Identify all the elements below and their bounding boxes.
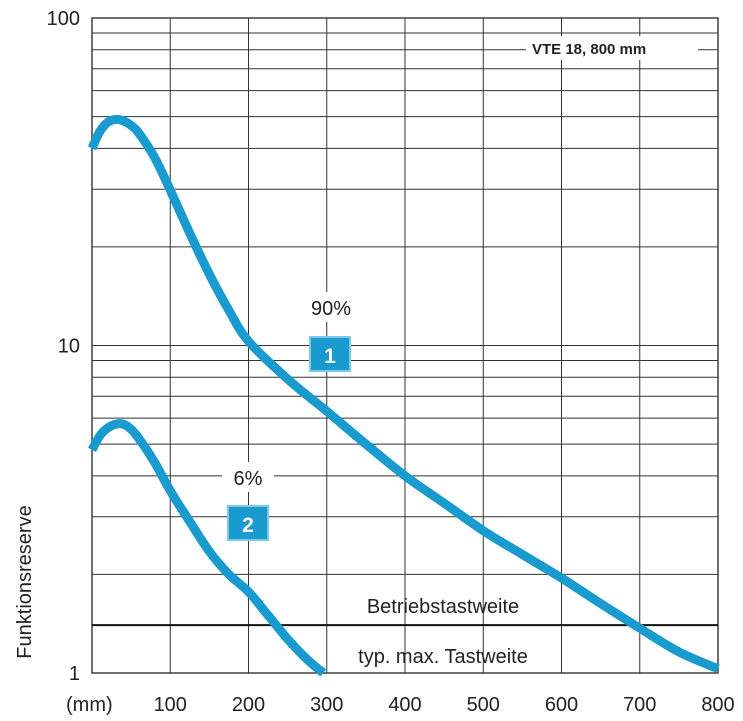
x-tick-label: 600 — [545, 694, 578, 716]
series-2-label-bg — [222, 462, 274, 492]
y-tick-label: 1 — [69, 663, 80, 685]
x-tick-label: 400 — [388, 694, 421, 716]
legend-text: VTE 18, 800 mm — [532, 41, 646, 58]
series-2-line — [88, 419, 327, 677]
x-tick-label: 300 — [310, 694, 343, 716]
series-1-annotation: 90% 1 — [296, 292, 366, 372]
series-1-marker-box — [309, 336, 351, 372]
series-1-label-bg — [296, 292, 366, 322]
series-group — [87, 114, 720, 677]
plot-border — [91, 17, 719, 674]
x-unit-label: (mm) — [66, 694, 113, 716]
series-2-marker: 2 — [242, 514, 254, 537]
series-1-label: 90% — [311, 298, 351, 320]
series-2-annotation: 6% 2 — [222, 462, 274, 541]
y-tick-label: 10 — [58, 336, 80, 358]
x-tick-label: 200 — [232, 694, 265, 716]
series-2-marker-box — [227, 505, 269, 541]
x-tick-label: 100 — [154, 694, 187, 716]
grid — [92, 18, 718, 673]
series-1-marker: 1 — [324, 345, 336, 368]
series-1-line — [87, 114, 720, 673]
plot-frame — [91, 17, 719, 674]
y-tick-label: 100 — [47, 8, 80, 30]
x-tick-label: 800 — [701, 694, 734, 716]
legend: VTE 18, 800 mm — [526, 36, 698, 60]
tick-labels: 100 200 300 400 500 600 700 800 1 10 100 — [47, 8, 735, 716]
x-tick-label: 500 — [467, 694, 500, 716]
reference-label-above: Betriebstastweite — [367, 596, 519, 618]
reference-label-below: typ. max. Tastweite — [358, 646, 528, 668]
series-2-label: 6% — [234, 468, 263, 490]
x-tick-label: 700 — [623, 694, 656, 716]
y-axis-label: Funktionsreserve — [14, 505, 36, 658]
legend-box — [526, 36, 698, 60]
